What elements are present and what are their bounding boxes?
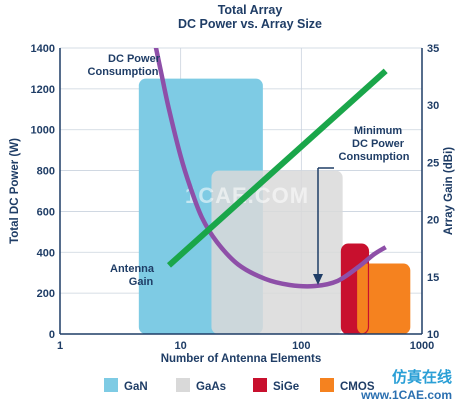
annotation-minimum-line1: Minimum bbox=[354, 125, 402, 137]
annotation-dc-power-line2: Consumption bbox=[88, 66, 159, 78]
x-tick-label: 10 bbox=[175, 340, 187, 352]
legend-label-gaas: GaAs bbox=[196, 381, 226, 393]
y2-tick-label: 30 bbox=[427, 100, 439, 112]
y-axis-label: Total DC Power (W) bbox=[9, 138, 21, 244]
y-tick-label: 1200 bbox=[31, 84, 55, 96]
y-tick-label: 600 bbox=[37, 206, 55, 218]
watermark-url: www.1CAE.com bbox=[360, 388, 452, 402]
y-tick-label: 1000 bbox=[31, 125, 55, 137]
region-cmos bbox=[357, 263, 411, 334]
annotation-minimum-line3: Consumption bbox=[339, 151, 410, 163]
y-tick-label: 0 bbox=[49, 329, 55, 341]
y2-tick-label: 20 bbox=[427, 215, 439, 227]
chart-title: Total Array bbox=[218, 3, 283, 17]
annotation-dc-power: DC Power Consumption bbox=[88, 53, 161, 78]
legend-label-sige: SiGe bbox=[273, 381, 299, 393]
y2-tick-label: 15 bbox=[427, 272, 439, 284]
y2-tick-label: 35 bbox=[427, 43, 439, 55]
legend-swatch-cmos bbox=[320, 378, 334, 392]
x-tick-label: 1 bbox=[57, 340, 63, 352]
x-tick-label: 100 bbox=[292, 340, 310, 352]
legend-swatch-gaas bbox=[176, 378, 190, 392]
minimum-arrow bbox=[313, 167, 334, 285]
legend-label-cmos: CMOS bbox=[340, 381, 375, 393]
x-axis-label: Number of Antenna Elements bbox=[161, 353, 322, 365]
legend-swatch-sige bbox=[253, 378, 267, 392]
y2-tick-label: 25 bbox=[427, 157, 439, 169]
ticks: 0 200 400 600 800 1000 1200 1400 10 15 20 25 30 35 1 10… bbox=[31, 43, 440, 352]
y2-tick-label: 10 bbox=[427, 329, 439, 341]
annotation-antenna-line2: Gain bbox=[129, 276, 154, 288]
series-lines bbox=[153, 48, 388, 289]
y2-axis-label: Array Gain (dBi) bbox=[443, 147, 455, 235]
y-tick-label: 200 bbox=[37, 288, 55, 300]
y-tick-label: 1400 bbox=[31, 43, 55, 55]
annotation-antenna-gain: Antenna Gain bbox=[110, 263, 155, 288]
legend-label-gan: GaN bbox=[124, 381, 148, 393]
annotation-dc-power-line1: DC Power bbox=[108, 53, 161, 65]
legend-swatch-gan bbox=[104, 378, 118, 392]
y-tick-label: 400 bbox=[37, 247, 55, 259]
series-antenna-gain bbox=[166, 68, 388, 268]
series-dc-power-consumption bbox=[153, 48, 387, 289]
annotation-antenna-line1: Antenna bbox=[110, 263, 155, 275]
watermark-brand: 仿真在线 bbox=[392, 368, 452, 386]
region-gaas bbox=[211, 170, 343, 334]
legend: GaN GaAs SiGe CMOS bbox=[104, 378, 375, 393]
x-tick-label: 1000 bbox=[410, 340, 434, 352]
annotation-minimum-line2: DC Power bbox=[352, 138, 405, 150]
y-tick-label: 800 bbox=[37, 166, 55, 178]
chart-subtitle: DC Power vs. Array Size bbox=[178, 17, 322, 31]
annotation-minimum: Minimum DC Power Consumption bbox=[339, 125, 410, 163]
